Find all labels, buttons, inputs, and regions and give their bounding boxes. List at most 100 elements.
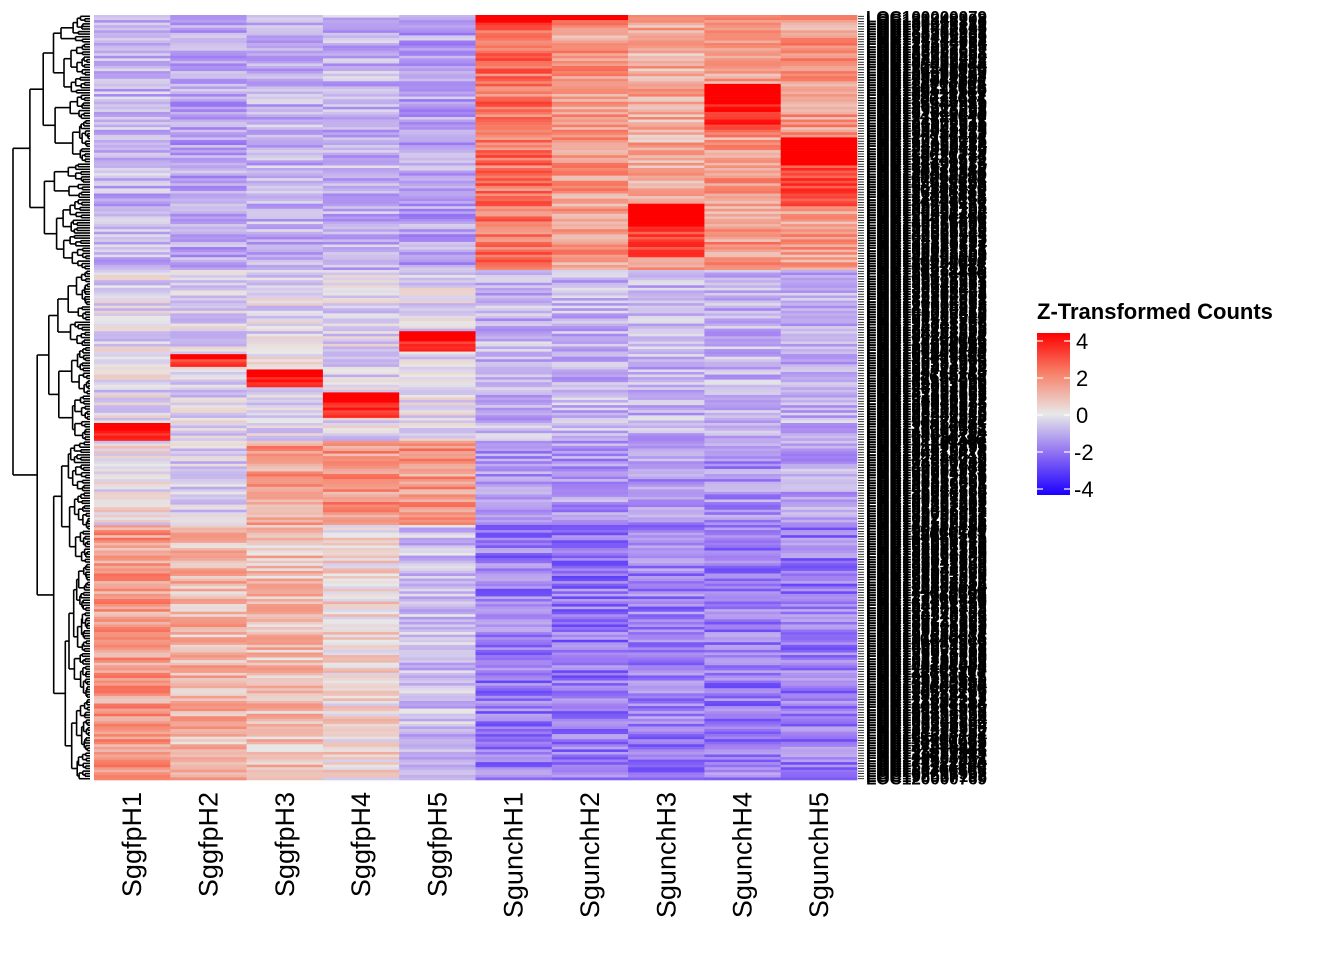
heatmap-cell: [246, 598, 324, 602]
heatmap-cell: [475, 491, 553, 495]
heatmap-cell: [94, 252, 171, 255]
heatmap-cell: [246, 591, 324, 595]
heatmap-cell: [704, 588, 781, 592]
heatmap-cell: [322, 354, 400, 357]
row-label: LOC129979300: [866, 550, 987, 569]
heatmap-cell: [704, 328, 781, 332]
heatmap-cell: [94, 598, 171, 602]
heatmap-cell: [551, 769, 629, 773]
heatmap-cell: [628, 466, 705, 470]
heatmap-cell: [94, 60, 171, 64]
heatmap-cell: [704, 392, 781, 396]
heatmap-cell: [170, 236, 247, 240]
heatmap-cell: [551, 657, 629, 661]
heatmap-cell: [399, 476, 476, 480]
heatmap-cell: [170, 198, 247, 202]
heatmap-cell: [780, 558, 858, 561]
heatmap-cell: [628, 706, 705, 709]
heatmap-cell: [780, 670, 858, 674]
heatmap-cell: [322, 198, 400, 202]
heatmap-cell: [475, 466, 553, 470]
heatmap-cell: [246, 596, 324, 600]
heatmap-cell: [322, 553, 400, 556]
heatmap-cell: [628, 397, 705, 401]
heatmap-cell: [780, 366, 858, 370]
heatmap-cell: [475, 777, 553, 781]
heatmap-cell: [322, 767, 400, 771]
heatmap-cell: [704, 637, 781, 641]
heatmap-cell: [780, 173, 858, 176]
row-label: LOC133099677: [866, 505, 987, 524]
row-label: LOC147751453: [866, 599, 987, 618]
heatmap-cell: [704, 40, 781, 44]
heatmap-cell: [322, 109, 400, 113]
heatmap-cell: [475, 188, 553, 192]
heatmap-cell: [475, 326, 553, 329]
row-label: LOC170873259: [866, 38, 987, 57]
heatmap-cell: [399, 387, 476, 391]
heatmap-cell: [94, 558, 171, 561]
heatmap-cell: [475, 767, 553, 771]
heatmap-cell: [551, 407, 629, 411]
heatmap-cell: [246, 201, 324, 204]
heatmap-cell: [628, 593, 705, 597]
heatmap-cell: [475, 379, 553, 383]
heatmap-cell: [704, 644, 781, 648]
heatmap-cell: [475, 588, 553, 592]
heatmap-cell: [246, 672, 324, 676]
row-label: LOC108086156: [866, 538, 987, 557]
heatmap-cell: [399, 711, 476, 714]
heatmap-cell: [628, 37, 705, 41]
heatmap-cell: [170, 746, 247, 750]
heatmap-cell: [704, 581, 781, 584]
heatmap-cell: [475, 476, 553, 480]
heatmap-cell: [551, 397, 629, 401]
heatmap-cell: [780, 593, 858, 597]
heatmap-cell: [628, 647, 705, 651]
heatmap-cell: [399, 384, 476, 388]
heatmap-cell: [551, 588, 629, 592]
heatmap-cell: [170, 272, 247, 276]
heatmap-cell: [704, 114, 781, 118]
heatmap-cell: [628, 137, 705, 141]
heatmap-cell: [628, 700, 705, 704]
heatmap-cell: [246, 50, 324, 54]
row-label: LOC139428785: [866, 681, 987, 700]
heatmap-cell: [322, 751, 400, 755]
heatmap-cell: [170, 196, 247, 199]
heatmap-cell: [704, 774, 781, 778]
heatmap-cell: [94, 313, 171, 317]
heatmap-cell: [475, 20, 553, 23]
heatmap-cell: [628, 741, 705, 745]
heatmap-cell: [170, 384, 247, 388]
heatmap-cell: [704, 716, 781, 720]
heatmap-cell: [704, 463, 781, 467]
heatmap-cell: [551, 178, 629, 182]
heatmap-cell: [475, 280, 553, 284]
heatmap-cell: [551, 157, 629, 161]
heatmap-cell: [399, 741, 476, 745]
heatmap-cell: [628, 499, 705, 503]
heatmap-cell: [170, 563, 247, 567]
heatmap-cell: [780, 680, 858, 684]
heatmap-cell: [322, 35, 400, 39]
heatmap-cell: [170, 305, 247, 309]
row-label: LOC186457561: [866, 499, 987, 518]
heatmap-cell: [551, 298, 629, 301]
heatmap-cell: [704, 665, 781, 669]
heatmap-cell: [475, 262, 553, 266]
heatmap-cell: [780, 486, 858, 490]
heatmap-cell: [170, 451, 247, 454]
heatmap-cell: [628, 45, 705, 49]
heatmap-cell: [246, 272, 324, 276]
heatmap-cell: [704, 43, 781, 46]
heatmap-cell: [704, 461, 781, 465]
heatmap-cell: [628, 122, 705, 125]
heatmap-cell: [399, 563, 476, 567]
heatmap-cell: [246, 525, 324, 528]
heatmap-cell: [170, 389, 247, 393]
heatmap-cell: [246, 206, 324, 210]
heatmap-cell: [628, 670, 705, 674]
heatmap-cell: [704, 397, 781, 401]
heatmap-cell: [475, 206, 553, 210]
